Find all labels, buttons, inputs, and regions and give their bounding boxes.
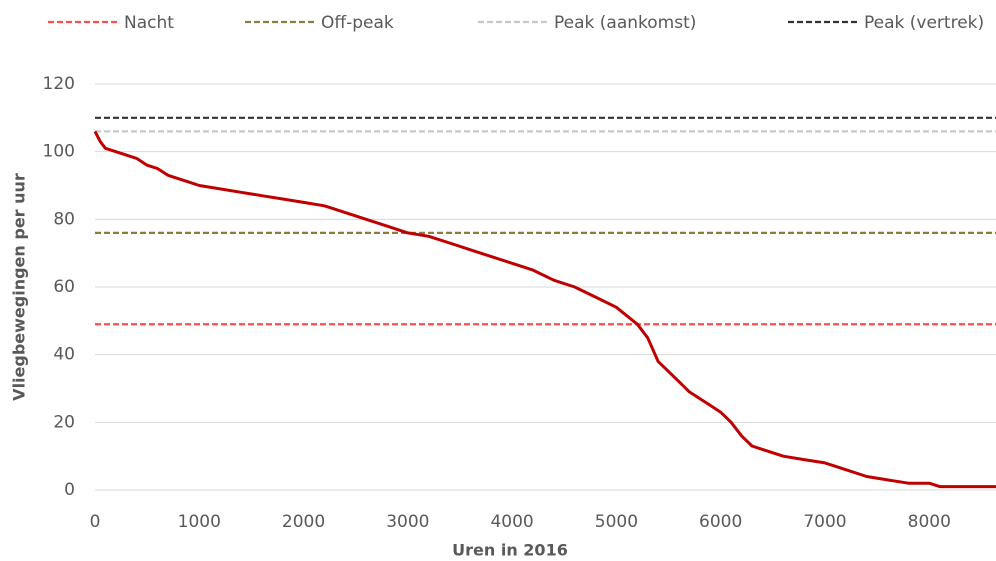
x-tick-label: 0 — [90, 512, 101, 532]
y-tick-label: 20 — [53, 412, 75, 432]
legend-label: Peak (vertrek) — [864, 13, 984, 33]
legend-label: Off-peak — [321, 13, 394, 33]
y-axis-title: Vliegbewegingen per uur — [10, 173, 29, 401]
x-tick-label: 8000 — [908, 512, 951, 532]
y-tick-label: 100 — [43, 142, 75, 162]
x-tick-label: 1000 — [178, 512, 221, 532]
x-tick-label: 6000 — [699, 512, 742, 532]
y-tick-label: 120 — [43, 74, 75, 94]
x-tick-label: 4000 — [490, 512, 533, 532]
y-tick-label: 80 — [53, 209, 75, 229]
curve — [93, 130, 996, 489]
y-tick-label: 40 — [53, 345, 75, 365]
y-tick-label: 0 — [64, 480, 75, 500]
x-tick-label: 7000 — [803, 512, 846, 532]
y-tick-label: 60 — [53, 277, 75, 297]
x-tick-label: 3000 — [386, 512, 429, 532]
legend-label: Peak (aankomst) — [554, 13, 696, 33]
legend-label: Nacht — [124, 13, 174, 33]
x-axis-title: Uren in 2016 — [452, 541, 568, 560]
x-tick-label: 2000 — [282, 512, 325, 532]
x-tick-label: 5000 — [595, 512, 638, 532]
